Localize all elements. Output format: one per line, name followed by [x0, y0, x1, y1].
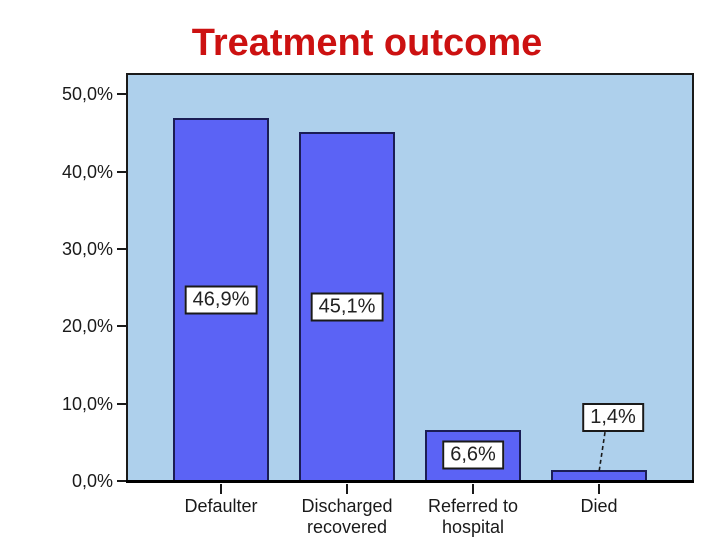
y-tick: [117, 480, 126, 482]
y-tick-label: 30,0%: [61, 238, 113, 259]
x-category-label: Referred to hospital: [427, 496, 519, 537]
y-tick-label: 10,0%: [61, 393, 113, 414]
y-tick-label: 40,0%: [61, 161, 113, 182]
chart-title: Treatment outcome: [191, 22, 543, 64]
x-axis-line: [126, 480, 694, 483]
y-tick: [117, 170, 126, 173]
bar-value-label: 46,9%: [184, 285, 258, 315]
bar-value-label: 6,6%: [442, 440, 504, 470]
x-category-label: Discharged recovered: [301, 496, 393, 537]
y-tick-label: 20,0%: [61, 316, 113, 337]
y-tick: [117, 93, 126, 96]
y-tick: [117, 247, 126, 250]
bar-value-label: 1,4%: [582, 403, 644, 433]
y-tick: [117, 325, 126, 328]
x-tick: [472, 484, 474, 494]
y-tick: [117, 402, 126, 405]
x-tick: [346, 484, 348, 494]
bar-value-label: 45,1%: [310, 292, 384, 322]
x-category-label: Died: [580, 496, 618, 516]
x-category-label: Defaulter: [184, 496, 258, 516]
x-tick: [220, 484, 222, 494]
x-tick: [598, 484, 600, 494]
y-tick-label: 50,0%: [61, 84, 113, 105]
y-tick-label: 0,0%: [71, 471, 113, 491]
